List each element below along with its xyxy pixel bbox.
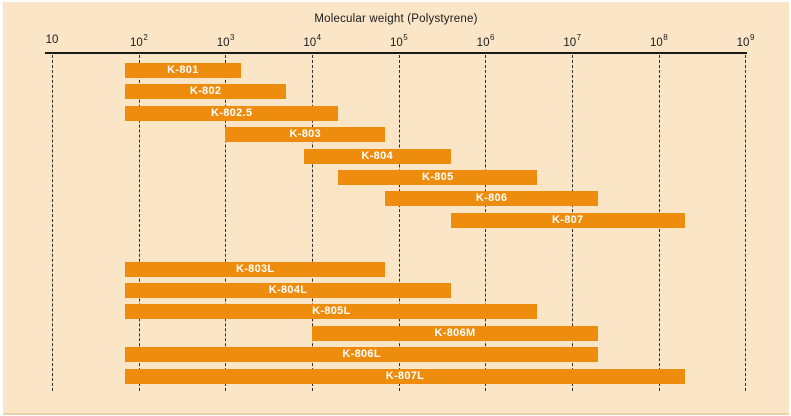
bar-k-807l: K-807L: [125, 368, 685, 384]
bar-k-802: K-802: [125, 84, 286, 100]
bottom-edge-line: [3, 413, 789, 415]
x-axis-tick-label: 108: [649, 33, 668, 49]
bar-label: K-805: [422, 171, 454, 183]
bar-label: K-801: [167, 64, 199, 76]
bar-k-801: K-801: [125, 63, 241, 78]
bar-k-806m: K-806M: [311, 325, 599, 341]
bar-k-803: K-803: [225, 127, 386, 143]
bar-label: K-803: [289, 128, 321, 141]
gridline: [745, 55, 747, 391]
x-axis-tick-label: 105: [390, 33, 408, 49]
bar-label: K-805L: [312, 305, 351, 318]
gridline: [398, 55, 400, 391]
x-axis-tick-label: 103: [216, 33, 235, 49]
x-axis-tick-label: 104: [303, 33, 322, 49]
bar-k-805: K-805: [338, 170, 538, 185]
x-axis-tick-label: 109: [736, 33, 755, 49]
gridline: [225, 55, 227, 391]
bar-label: K-806L: [342, 348, 381, 361]
bar-label: K-807L: [385, 369, 425, 382]
bar-k-806l: K-806L: [125, 347, 599, 363]
gridline: [138, 55, 140, 391]
bar-label: K-806: [475, 192, 508, 205]
x-axis-tick-label: 10: [45, 34, 59, 46]
bar-label: K-802.5: [211, 106, 253, 119]
bar-k-805l: K-805L: [125, 304, 538, 320]
gridline: [311, 55, 313, 391]
bar-k-804l: K-804L: [125, 282, 451, 298]
x-axis-line: [45, 52, 747, 54]
chart-panel: Molecular weight (Polystyrene) 10 102 103 1…: [3, 2, 789, 415]
gridline: [52, 55, 53, 391]
x-axis-tick-label: 106: [476, 33, 495, 49]
chart-title: Molecular weight (Polystyrene): [314, 13, 478, 25]
x-axis-tick-label: 102: [130, 33, 148, 49]
bar-k-806: K-806: [385, 191, 599, 207]
bar-k-807: K-807: [450, 212, 685, 228]
bar-label: K-804: [361, 149, 393, 162]
bar-k-804: K-804: [303, 148, 451, 164]
x-axis-tick-label: 107: [563, 33, 582, 49]
bar-label: K-803L: [235, 262, 275, 275]
bar-label: K-807: [552, 213, 584, 226]
bar-label: K-806M: [434, 326, 476, 339]
bar-k-803l: K-803L: [125, 261, 386, 277]
bar-k-802-5: K-802.5: [125, 105, 339, 121]
bar-label: K-804L: [268, 283, 308, 296]
bar-label: K-802: [189, 85, 222, 98]
